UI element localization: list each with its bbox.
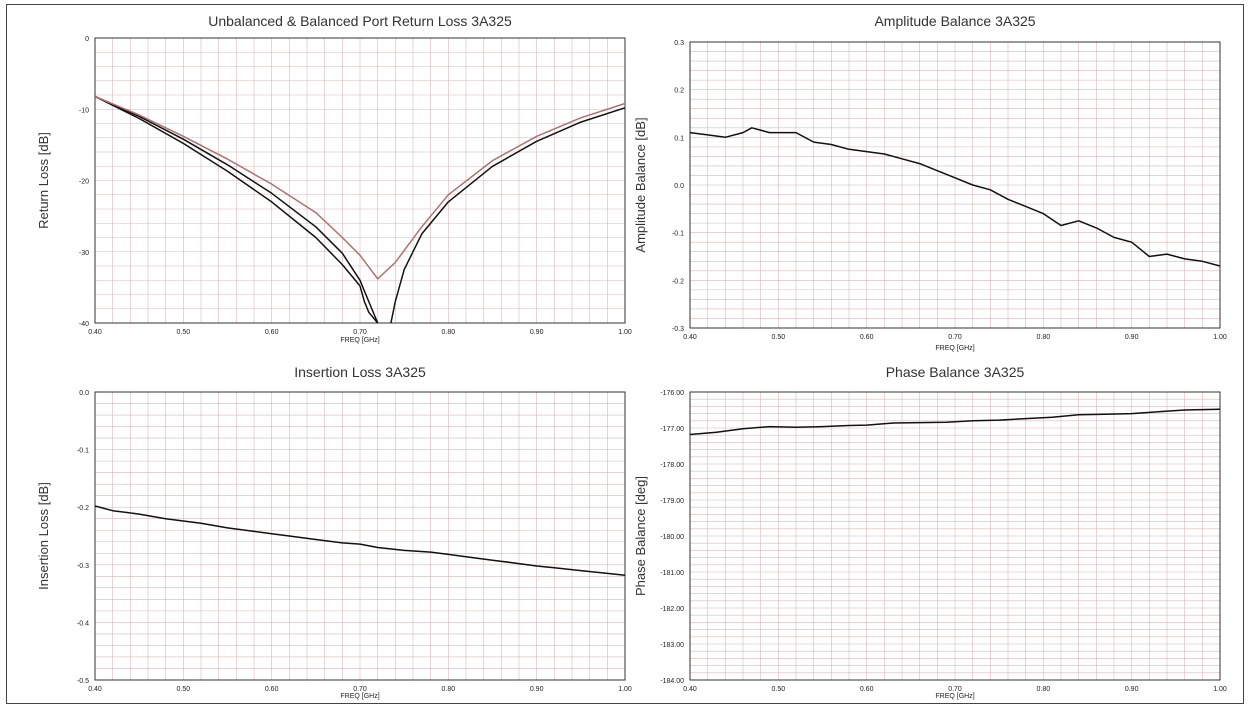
return-loss-chart: 0.40 0.50 0.60 0.70 0.80 0.90 1.00 0 -10 -20 -30 -4… [36,13,632,344]
chart-title: Insertion Loss 3A325 [294,364,426,380]
chart-title: Unbalanced & Balanced Port Return Loss 3… [208,13,512,29]
x-axis-label: FREQ [GHz] [340,337,379,344]
plot-area-border [94,391,626,681]
y-tick-label: -20 [79,179,89,186]
x-tick-label: 0.70 [948,686,962,693]
series-line [689,408,1221,436]
series-line [94,505,626,576]
y-tick-label: 0.2 [674,88,684,95]
series-line [359,285,379,324]
y-tick-label: 0 [85,36,89,43]
series-line [689,127,1221,267]
x-tick-label: 0.50 [177,329,191,336]
x-tick-label: 1.00 [1213,334,1227,341]
series-line [94,95,626,280]
y-tick-label: -180.00 [660,534,684,541]
x-tick-label: 0.80 [1037,334,1051,341]
plot-area-border [689,41,1221,329]
chart-title: Amplitude Balance 3A325 [874,13,1035,29]
y-tick-label: -0.3 [77,563,89,570]
y-tick-label: -10 [79,107,89,114]
y-tick-label: -181.00 [660,570,684,577]
x-tick-label: 0.60 [860,686,874,693]
x-tick-label: 0.80 [442,329,456,336]
x-tick-label: 0.70 [948,334,962,341]
x-tick-label: 0.40 [88,329,102,336]
y-tick-label: 0.0 [674,183,684,190]
y-tick-label: -0.4 [77,620,89,627]
y-tick-label: -184.00 [660,678,684,685]
series-line [390,107,626,324]
y-tick-label: 0.3 [674,40,684,47]
y-tick-label: -40 [79,321,89,328]
y-tick-label: 0.0 [79,390,89,397]
plot-area-border [689,391,1221,681]
plot-area-border [94,37,626,324]
y-axis-label: Amplitude Balance [dB] [633,117,648,252]
x-tick-label: 1.00 [1213,686,1227,693]
amplitude-balance-chart: 0.40 0.50 0.60 0.70 0.80 0.90 1.00 0.3 0.2 0.1 0.0… [633,13,1227,352]
x-tick-label: 0.70 [353,329,367,336]
y-tick-label: -176.00 [660,390,684,397]
y-tick-label: -0.2 [672,278,684,285]
x-axis-label: FREQ [GHz] [935,345,974,352]
x-tick-label: 0.80 [1037,686,1051,693]
x-tick-label: 0.90 [1125,686,1139,693]
y-tick-label: -183.00 [660,642,684,649]
y-tick-label: -0.3 [672,326,684,333]
phase-balance-chart: 0.40 0.50 0.60 0.70 0.80 0.90 1.00 -176.00 -177.… [633,364,1227,700]
series-line [94,95,379,324]
y-tick-label: -182.00 [660,606,684,613]
x-tick-label: 1.00 [618,686,632,693]
x-tick-label: 0.60 [265,686,279,693]
x-tick-label: 0.50 [772,334,786,341]
x-tick-label: 0.90 [530,686,544,693]
x-tick-label: 0.40 [683,334,697,341]
x-tick-label: 0.60 [265,329,279,336]
y-tick-label: 0.1 [674,135,684,142]
x-axis-label: FREQ [GHz] [935,693,974,700]
y-tick-label: -179.00 [660,498,684,505]
chart-title: Phase Balance 3A325 [886,364,1025,380]
y-tick-label: -0.2 [77,505,89,512]
x-tick-label: 0.50 [177,686,191,693]
x-tick-label: 1.00 [618,329,632,336]
x-tick-label: 0.60 [860,334,874,341]
insertion-loss-chart: 0.40 0.50 0.60 0.70 0.80 0.90 1.00 0.0 -0.1 -0.2 -… [36,364,632,700]
y-tick-label: -0.1 [672,231,684,238]
x-tick-label: 0.50 [772,686,786,693]
y-tick-label: -0.5 [77,678,89,685]
y-tick-label: -178.00 [660,462,684,469]
y-tick-label: -0.1 [77,448,89,455]
x-tick-label: 0.40 [683,686,697,693]
y-tick-label: -30 [79,250,89,257]
y-axis-label: Insertion Loss [dB] [36,482,51,590]
y-axis-label: Phase Balance [deg] [633,476,648,596]
x-tick-label: 0.40 [88,686,102,693]
x-axis-label: FREQ [GHz] [340,693,379,700]
x-tick-label: 0.90 [1125,334,1139,341]
x-tick-label: 0.70 [353,686,367,693]
series-line [94,95,361,287]
y-axis-label: Return Loss [dB] [36,132,51,229]
x-tick-label: 0.80 [442,686,456,693]
x-tick-label: 0.90 [530,329,544,336]
y-tick-label: -177.00 [660,426,684,433]
